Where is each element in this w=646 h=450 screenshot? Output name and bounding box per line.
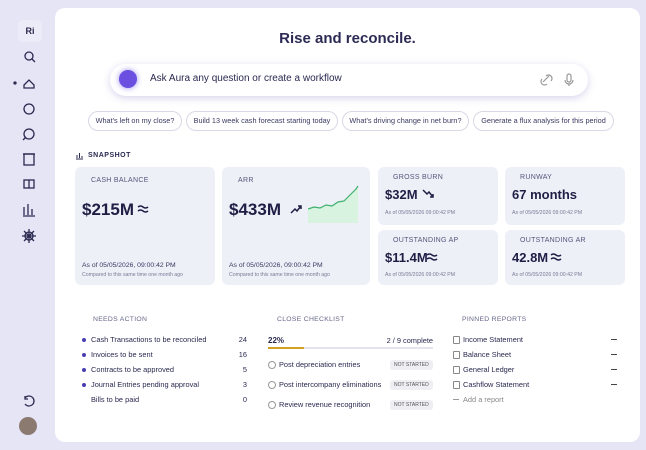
action-label[interactable]: Invoices to be sent [91, 350, 153, 359]
add-report[interactable]: Add a report [463, 395, 504, 404]
card-label: OUTSTANDING AR [520, 237, 586, 244]
progress-fill [268, 347, 304, 349]
report-link[interactable]: Cashflow Statement [463, 380, 530, 389]
trend-flat [137, 205, 149, 213]
action-count: 3 [242, 380, 247, 389]
report-arrow [611, 339, 617, 340]
action-label[interactable]: Journal Entries pending approval [91, 380, 200, 389]
search-actions[interactable] [540, 73, 580, 87]
trend-flat [550, 253, 562, 261]
report-arrow [611, 369, 617, 370]
action-count: 24 [238, 335, 247, 344]
card-value: $433M [229, 200, 281, 219]
card-as-of: As of 05/05/2026 09:00:42 PM [512, 210, 583, 216]
progress-text: 22% [268, 336, 285, 345]
metric-card[interactable] [378, 167, 498, 225]
bullet [82, 353, 86, 357]
card-as-of: As of 05/05/2026 09:00:42 PM [385, 210, 456, 216]
progress-complete: 2 / 9 complete [386, 336, 433, 345]
action-count: 5 [242, 365, 247, 374]
report-icon [453, 366, 460, 374]
report-icon [453, 381, 460, 389]
section-title: CLOSE CHECKLIST [277, 316, 345, 323]
suggestion-chip[interactable]: Generate a flux analysis for this period [473, 111, 614, 131]
trend-up [290, 205, 302, 214]
card-value: $32M [385, 187, 418, 202]
metric-card[interactable] [75, 167, 215, 285]
card-value: 42.8M [512, 250, 549, 265]
card-value: $11.4M [385, 250, 428, 265]
checkbox[interactable] [268, 381, 276, 389]
report-arrow [611, 384, 617, 385]
metric-card[interactable] [222, 167, 370, 285]
section-title: NEEDS ACTION [93, 316, 148, 323]
aura-icon [119, 70, 137, 88]
card-as-of: As of 05/05/2026 09:00:42 PM [512, 272, 583, 278]
report-link[interactable]: General Ledger [463, 365, 515, 374]
action-count: 16 [238, 350, 247, 359]
add-icon [453, 399, 459, 400]
progress-track [268, 347, 433, 349]
card-label: GROSS BURN [393, 174, 444, 181]
report-link[interactable]: Income Statement [463, 335, 523, 344]
card-note: Compared to this same time one month ago [229, 272, 330, 278]
suggestion-chip[interactable]: Build 13 week cash forecast starting tod… [186, 111, 338, 131]
avatar[interactable] [19, 417, 37, 435]
suggestion-chip[interactable]: What's left on my close? [88, 111, 182, 131]
card-label: OUTSTANDING AP [393, 237, 459, 244]
action-label[interactable]: Bills to be paid [91, 395, 140, 404]
trend-flat [426, 253, 438, 261]
card-as-of: As of 05/05/2026, 09:00:42 PM [229, 262, 323, 269]
card-label: RUNWAY [520, 174, 553, 181]
card-value: 67 months [512, 187, 578, 202]
bullet [82, 368, 86, 372]
checkbox[interactable] [268, 361, 276, 369]
metric-card[interactable] [505, 230, 625, 285]
status-badge: NOT STARTED [390, 360, 433, 370]
report-icon [453, 351, 460, 359]
action-label[interactable]: Contracts to be approved [91, 365, 174, 374]
card-as-of: As of 05/05/2026 09:00:42 PM [385, 272, 456, 278]
sidebar-icons [13, 51, 36, 407]
checklist-item[interactable]: Post intercompany eliminations [279, 380, 382, 389]
search-placeholder[interactable]: Ask Aura any question or create a workfl… [150, 73, 342, 84]
report-arrow [611, 354, 617, 355]
metric-card[interactable] [505, 167, 625, 225]
trend-down [422, 189, 434, 198]
section-title: SNAPSHOT [88, 152, 131, 159]
status-badge: NOT STARTED [390, 400, 433, 410]
logo[interactable]: Ri [18, 20, 42, 42]
suggestion-chip[interactable]: What's driving change in net burn? [342, 111, 469, 131]
bullet [82, 383, 86, 387]
card-label: ARR [238, 177, 254, 184]
checklist-item[interactable]: Review revenue recognition [279, 400, 371, 409]
section-title: PINNED REPORTS [462, 316, 527, 323]
action-count: 0 [242, 395, 247, 404]
card-note: Compared to this same time one month ago [82, 272, 183, 278]
report-icon [453, 336, 460, 344]
page-title: Rise and reconcile. [279, 30, 416, 47]
checklist-item[interactable]: Post depreciation entries [279, 360, 361, 369]
card-label: CASH BALANCE [91, 177, 149, 184]
card-as-of: As of 05/05/2026, 09:00:42 PM [82, 262, 176, 269]
status-badge: NOT STARTED [390, 380, 433, 390]
action-label[interactable]: Cash Transactions to be reconciled [91, 335, 207, 344]
metric-card[interactable] [378, 230, 498, 285]
search-box[interactable] [110, 64, 588, 96]
bullet [82, 338, 86, 342]
sparkline [308, 185, 359, 223]
section-icon [76, 153, 83, 160]
card-value: $215M [82, 200, 134, 219]
checkbox[interactable] [268, 401, 276, 409]
report-link[interactable]: Balance Sheet [463, 350, 512, 359]
